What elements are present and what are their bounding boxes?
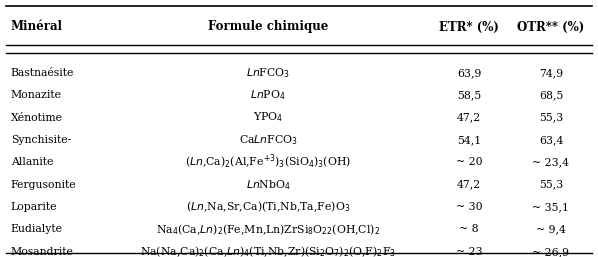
Text: ETR* (%): ETR* (%) xyxy=(439,21,499,33)
Text: 74,9: 74,9 xyxy=(539,68,563,78)
Text: Mosandrite: Mosandrite xyxy=(11,247,74,257)
Text: 55,3: 55,3 xyxy=(539,113,563,123)
Text: OTR** (%): OTR** (%) xyxy=(517,21,585,33)
Text: $\mathit{Ln}$PO$_4$: $\mathit{Ln}$PO$_4$ xyxy=(251,88,286,102)
Text: Fergusonite: Fergusonite xyxy=(11,180,77,190)
Text: ~ 9,4: ~ 9,4 xyxy=(536,224,566,234)
Text: ~ 35,1: ~ 35,1 xyxy=(532,202,569,212)
Text: Minéral: Minéral xyxy=(11,21,63,33)
Text: $\mathit{Ln}$NbO$_4$: $\mathit{Ln}$NbO$_4$ xyxy=(246,178,291,191)
Text: ~ 23: ~ 23 xyxy=(456,247,482,257)
Text: 63,4: 63,4 xyxy=(539,135,563,145)
Text: 63,9: 63,9 xyxy=(457,68,481,78)
Text: ($\mathit{Ln}$,Ca)$_2$(Al,Fe$^{+3}$)$_3$(SiO$_4$)$_3$(OH): ($\mathit{Ln}$,Ca)$_2$(Al,Fe$^{+3}$)$_3$… xyxy=(185,153,351,171)
Text: 54,1: 54,1 xyxy=(457,135,481,145)
Text: ~ 20: ~ 20 xyxy=(456,157,482,167)
Text: ~ 26,9: ~ 26,9 xyxy=(532,247,569,257)
Text: Na$_4$(Ca,$\mathit{Ln}$)$_2$(Fe,Mn,Ln)ZrSi$_8$O$_{22}$(OH,Cl)$_2$: Na$_4$(Ca,$\mathit{Ln}$)$_2$(Fe,Mn,Ln)Zr… xyxy=(156,222,380,237)
Text: 47,2: 47,2 xyxy=(457,180,481,190)
Text: 58,5: 58,5 xyxy=(457,90,481,100)
Text: Bastnaésite: Bastnaésite xyxy=(11,68,74,78)
Text: ~ 23,4: ~ 23,4 xyxy=(532,157,569,167)
Text: ~ 8: ~ 8 xyxy=(459,224,479,234)
Text: $\mathit{Ln}$FCO$_3$: $\mathit{Ln}$FCO$_3$ xyxy=(246,66,290,80)
Text: Xénotime: Xénotime xyxy=(11,113,63,123)
Text: Synchisite-: Synchisite- xyxy=(11,135,71,145)
Text: Eudialyte: Eudialyte xyxy=(11,224,63,234)
Text: Allanite: Allanite xyxy=(11,157,53,167)
Text: 47,2: 47,2 xyxy=(457,113,481,123)
Text: Formule chimique: Formule chimique xyxy=(208,21,328,33)
Text: ~ 30: ~ 30 xyxy=(456,202,482,212)
Text: ($\mathit{Ln}$,Na,Sr,Ca)(Ti,Nb,Ta,Fe)O$_3$: ($\mathit{Ln}$,Na,Sr,Ca)(Ti,Nb,Ta,Fe)O$_… xyxy=(186,200,350,214)
Text: Ca$\mathit{Ln}$FCO$_3$: Ca$\mathit{Ln}$FCO$_3$ xyxy=(239,133,298,147)
Text: YPO$_4$: YPO$_4$ xyxy=(253,111,283,124)
Text: Na(Na,Ca)$_2$(Ca,$\mathit{Ln}$)$_4$(Ti,Nb,Zr)(Si$_2$O$_7$)$_2$(O,F)$_2$F$_3$: Na(Na,Ca)$_2$(Ca,$\mathit{Ln}$)$_4$(Ti,N… xyxy=(141,244,396,257)
Text: Loparite: Loparite xyxy=(11,202,57,212)
Text: 68,5: 68,5 xyxy=(539,90,563,100)
Text: 55,3: 55,3 xyxy=(539,180,563,190)
Text: Monazite: Monazite xyxy=(11,90,62,100)
